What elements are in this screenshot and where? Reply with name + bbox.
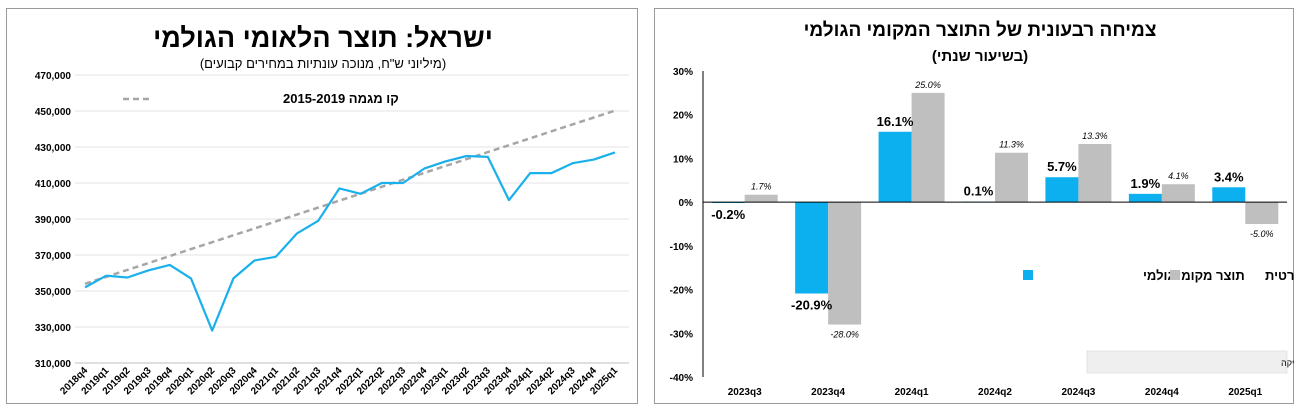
consumption-bar <box>911 92 945 203</box>
right-legend: תוצר מקומי גולמי צריכה פרטית <box>1023 268 1295 283</box>
y-tick-label: 450,000 <box>35 107 72 118</box>
gnp-series-line <box>84 151 616 332</box>
y-tick-label: 20% <box>673 111 693 122</box>
gdp-bar <box>1128 193 1162 203</box>
consumption-legend-swatch <box>1170 270 1180 280</box>
source-note: מקור: הלשכה המרכזית לסטטיסטיקה <box>1281 358 1295 368</box>
y-tick-label: 430,000 <box>35 143 72 154</box>
left-legend: קו מגמה 2015-2019 <box>123 91 399 106</box>
x-tick-label: 2025q1 <box>1228 387 1262 398</box>
trend-series-line <box>84 109 616 285</box>
y-tick-label: 330,000 <box>35 323 72 334</box>
consumption-bar <box>828 202 862 325</box>
y-tick-label: 370,000 <box>35 251 72 262</box>
gdp-bar <box>1045 177 1079 203</box>
consumption-bar <box>1245 202 1279 224</box>
gdp-data-label: 16.1% <box>877 114 914 129</box>
gdp-data-label: 1.9% <box>1131 176 1161 191</box>
gdp-growth-bar-chart: צמיחה רבעונית של התוצר המקומי הגולמי (בש… <box>670 20 1295 398</box>
x-tick-label: 2024q2 <box>978 387 1012 398</box>
y-tick-label: 30% <box>673 67 693 78</box>
gdp-legend-label: תוצר מקומי גולמי <box>1143 268 1245 283</box>
y-tick-label: -40% <box>670 373 693 384</box>
x-tick-label: 2023q3 <box>728 387 762 398</box>
y-tick-label: -20% <box>670 286 693 297</box>
right-chart-subtitle: (בשיעור שנתי) <box>932 48 1028 65</box>
y-tick-label: 310,000 <box>35 359 72 370</box>
gdp-growth-bar-chart-panel: צמיחה רבעונית של התוצר המקומי הגולמי (בש… <box>654 8 1295 404</box>
gdp-data-label: 5.7% <box>1047 159 1077 174</box>
x-tick-label: 2024q4 <box>1145 387 1179 398</box>
gdp-data-label: -20.9% <box>791 298 833 313</box>
consumption-data-label: -5.0% <box>1250 229 1274 239</box>
y-tick-label: 470,000 <box>35 71 72 82</box>
consumption-legend-label: צריכה פרטית <box>1265 268 1295 283</box>
trend-legend-label: קו מגמה 2015-2019 <box>283 91 399 106</box>
gnp-line-chart: ישראל: תוצר הלאומי הגולמי (מיליוני ש"ח, … <box>35 23 629 397</box>
consumption-data-label: 1.7% <box>751 182 772 192</box>
y-tick-label: 10% <box>673 154 693 165</box>
consumption-data-label: 13.3% <box>1082 131 1108 141</box>
gdp-bar <box>795 202 829 294</box>
consumption-data-label: 11.3% <box>999 140 1024 150</box>
consumption-bar <box>744 194 778 203</box>
source-box: מקור: הלשכה המרכזית לסטטיסטיקה <box>1086 350 1295 374</box>
gdp-legend-swatch <box>1023 270 1033 280</box>
y-tick-label: 410,000 <box>35 179 72 190</box>
x-tick-label: 2023q4 <box>811 387 845 398</box>
left-chart-title: ישראל: תוצר הלאומי הגולמי <box>153 23 493 53</box>
x-tick-label: 2024q1 <box>895 387 929 398</box>
y-tick-label: 0% <box>679 198 694 209</box>
consumption-bar <box>1161 184 1195 203</box>
consumption-data-label: -28.0% <box>830 330 859 340</box>
consumption-data-label: 25.0% <box>914 80 941 90</box>
gdp-bar <box>1212 187 1246 203</box>
y-tick-label: 390,000 <box>35 215 72 226</box>
gdp-data-label: 0.1% <box>964 184 994 199</box>
y-tick-label: -30% <box>670 329 693 340</box>
gdp-bar <box>878 131 912 203</box>
y-tick-label: -10% <box>670 242 693 253</box>
x-tick-label: 2024q3 <box>1061 387 1095 398</box>
consumption-bar <box>1078 144 1112 203</box>
left-chart-subtitle: (מיליוני ש"ח, מנוכה עונתיות במחירים קבוע… <box>200 56 446 71</box>
consumption-data-label: 4.1% <box>1168 171 1189 181</box>
right-chart-title: צמיחה רבעונית של התוצר המקומי הגולמי <box>804 20 1157 41</box>
gdp-data-label: -0.2% <box>711 207 745 222</box>
consumption-bar <box>995 152 1028 203</box>
y-tick-label: 350,000 <box>35 287 72 298</box>
gnp-line-chart-panel: ישראל: תוצר הלאומי הגולמי (מיליוני ש"ח, … <box>6 8 638 404</box>
gdp-data-label: 3.4% <box>1214 169 1244 184</box>
